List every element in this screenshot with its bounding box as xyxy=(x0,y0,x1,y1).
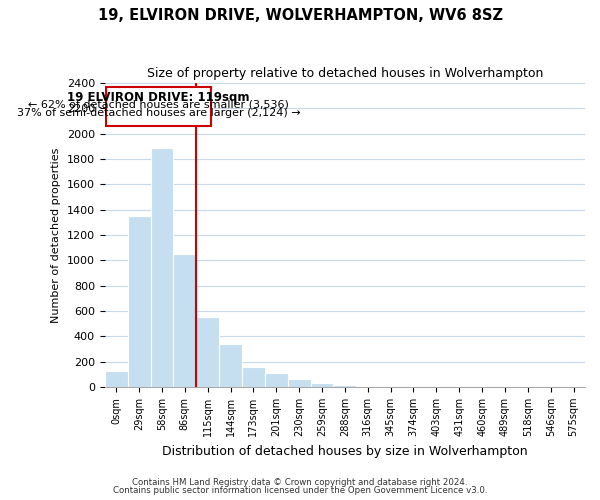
Bar xyxy=(311,383,334,387)
Bar xyxy=(151,148,173,387)
Text: 37% of semi-detached houses are larger (2,124) →: 37% of semi-detached houses are larger (… xyxy=(17,108,301,118)
Bar xyxy=(128,216,151,387)
Bar xyxy=(356,386,379,387)
Bar xyxy=(334,385,356,387)
Bar xyxy=(562,386,585,387)
Bar xyxy=(265,373,288,387)
Bar xyxy=(105,371,128,387)
Text: Contains public sector information licensed under the Open Government Licence v3: Contains public sector information licen… xyxy=(113,486,487,495)
Bar xyxy=(288,380,311,387)
Text: Contains HM Land Registry data © Crown copyright and database right 2024.: Contains HM Land Registry data © Crown c… xyxy=(132,478,468,487)
Title: Size of property relative to detached houses in Wolverhampton: Size of property relative to detached ho… xyxy=(147,68,543,80)
FancyBboxPatch shape xyxy=(106,88,211,126)
Y-axis label: Number of detached properties: Number of detached properties xyxy=(51,148,61,322)
Text: 19 ELVIRON DRIVE: 119sqm: 19 ELVIRON DRIVE: 119sqm xyxy=(67,92,250,104)
Bar xyxy=(517,386,539,387)
Bar xyxy=(196,318,219,387)
Bar xyxy=(242,366,265,387)
Bar xyxy=(173,254,196,387)
Text: ← 62% of detached houses are smaller (3,536): ← 62% of detached houses are smaller (3,… xyxy=(28,100,289,110)
Text: 19, ELVIRON DRIVE, WOLVERHAMPTON, WV6 8SZ: 19, ELVIRON DRIVE, WOLVERHAMPTON, WV6 8S… xyxy=(97,8,503,22)
Bar xyxy=(219,344,242,387)
X-axis label: Distribution of detached houses by size in Wolverhampton: Distribution of detached houses by size … xyxy=(162,444,528,458)
